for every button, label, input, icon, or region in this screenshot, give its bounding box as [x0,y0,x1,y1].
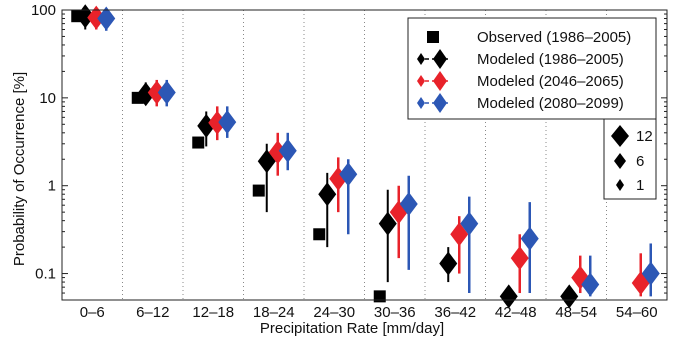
legend-label: Modeled (1986–2005) [477,51,624,68]
modeled-diamond [339,162,358,187]
x-tick-label: 6–12 [136,304,169,321]
modeled-diamond [520,226,539,251]
observed-square [313,228,326,241]
modeled-diamond [581,272,600,297]
legend: Observed (1986–2005) Modeled (1986–2005) M… [407,17,657,120]
modeled-diamond [378,211,397,236]
y-ticks: 0.1 1 10 100 [31,2,667,301]
modeled-diamond [218,110,237,135]
observed-square [373,290,386,303]
x-tick-label: 24–30 [313,304,355,321]
legend-marker-small [417,53,425,65]
modeled-diamond [208,110,227,135]
legend-label: Modeled (2080–2099) [477,95,624,112]
size-legend-label: 12 [636,128,653,145]
modeled-diamond [136,82,155,107]
y-tick-label: 1 [48,178,56,195]
observed-square [252,184,265,197]
x-tick-label: 48–54 [555,304,597,321]
size-legend-items: 12 6 1 [611,125,653,194]
x-tick-label: 36–42 [434,304,476,321]
y-tick-label: 0.1 [35,266,56,283]
legend-items: Observed (1986–2005) Modeled (1986–2005) M… [417,29,631,113]
legend-marker [427,31,439,43]
size-legend-label: 1 [636,177,644,194]
x-tick-label: 12–18 [192,304,234,321]
legend-marker-small [417,97,425,109]
size-legend-label: 6 [636,153,644,170]
x-tick-label: 18–24 [253,304,295,321]
modeled-diamond [278,138,297,163]
modeled-diamond [510,246,529,271]
y-tick-label: 100 [31,2,56,19]
modeled-diamond [399,191,418,216]
plot-frame [61,9,668,301]
x-tick-label: 0–6 [80,304,105,321]
x-tick-label: 42–48 [495,304,537,321]
modeled-diamond [641,261,660,286]
modeled-diamond [147,80,166,105]
modeled-diamond [560,284,579,309]
size-legend-marker [611,125,629,147]
legend-marker [433,71,447,91]
legend-label: Modeled (2046–2065) [477,73,624,90]
observed-square [192,136,205,149]
x-axis-label: Precipitation Rate [mm/day] [260,320,444,337]
legend-marker-small [417,75,425,87]
size-legend-marker [616,179,624,191]
y-axis-label: Probability of Occurrence [%] [11,72,28,266]
y-tick-label: 10 [39,90,56,107]
modeled-diamond [460,211,479,236]
modeled-diamond [439,251,458,276]
legend-label: Observed (1986–2005) [477,29,631,46]
modeled-diamond [318,182,337,207]
axes [61,9,668,301]
chart-marks [71,4,660,309]
x-tick-label: 54–60 [616,304,658,321]
modeled-diamond [157,80,176,105]
size-legend-box [603,118,657,200]
x-ticks: 0–6 6–12 12–18 18–24 24–30 30–36 36–42 42–48 48–… [80,304,658,321]
legend-marker [433,93,447,113]
size-legend-marker [614,153,626,169]
size-legend: 12 6 1 [603,118,657,200]
modeled-diamond [499,284,518,309]
modeled-diamond [97,6,116,31]
legend-box [407,17,657,120]
modeled-diamond [87,5,106,30]
x-tick-label: 30–36 [374,304,416,321]
legend-marker [433,49,447,69]
